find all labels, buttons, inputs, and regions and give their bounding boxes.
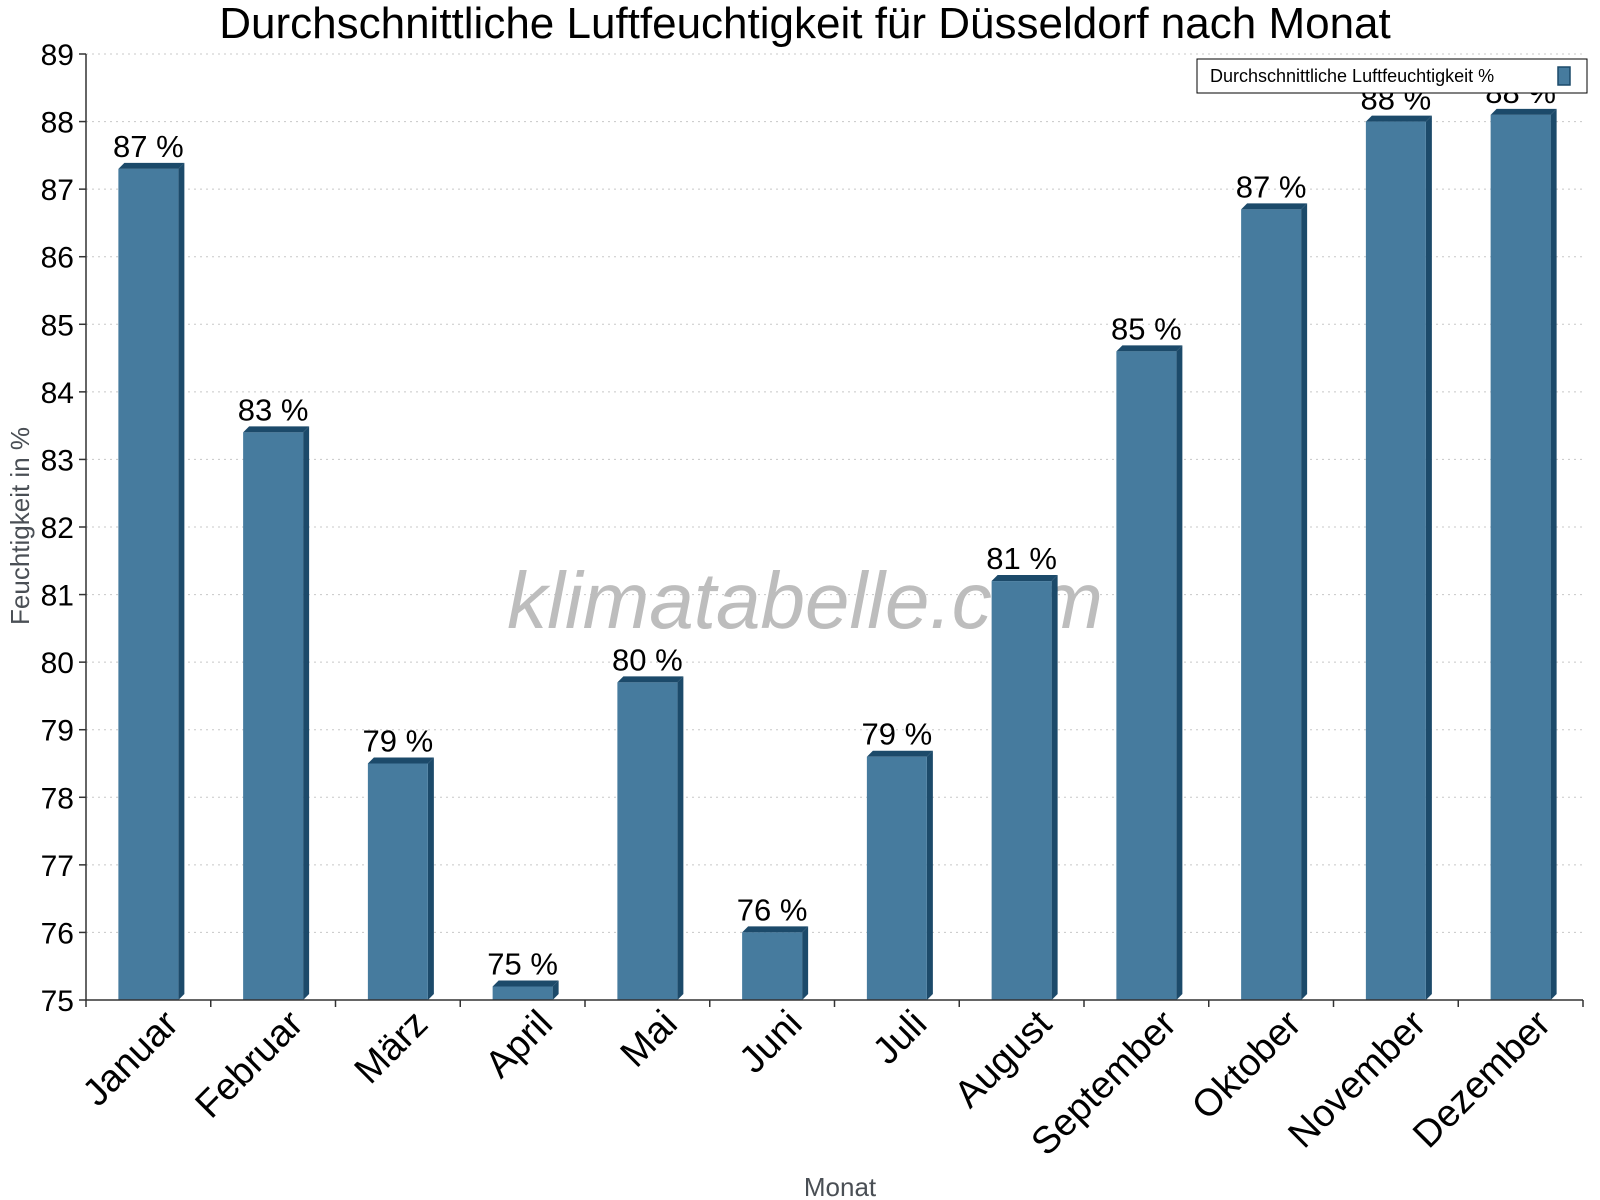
bar — [492, 980, 559, 1000]
y-tick-label: 85 — [41, 309, 74, 342]
bar-side-face — [178, 162, 185, 1000]
x-tick-label: Januar — [75, 1002, 187, 1114]
bar-top-face — [991, 575, 1058, 582]
bar-side-face — [552, 980, 559, 1000]
x-tick-label: Juli — [865, 1003, 935, 1073]
legend-entry-label: Durchschnittliche Luftfeuchtigkeit % — [1210, 66, 1494, 86]
bar-front-face — [991, 581, 1052, 1000]
bar-side-face — [1550, 108, 1557, 1001]
bar — [742, 926, 809, 1000]
bar — [1490, 108, 1557, 1001]
data-label: 87 % — [113, 129, 184, 164]
bar-front-face — [866, 756, 927, 1000]
y-tick-label: 80 — [41, 647, 74, 680]
y-axis-title: Feuchtigkeit in % — [5, 427, 35, 625]
bar-front-face — [1365, 121, 1426, 1001]
bar-top-face — [1241, 203, 1308, 210]
data-labels: 87 % 83 % 79 % 75 % 80 % 76 % 79 % 81 % 85 % 87 %… — [113, 75, 1556, 982]
bar — [1116, 345, 1183, 1000]
y-tick-label: 89 — [41, 39, 74, 72]
bar-side-face — [1176, 345, 1183, 1000]
bar-top-face — [367, 757, 434, 764]
data-label: 85 % — [1111, 311, 1182, 346]
bar-side-face — [926, 750, 933, 1000]
bar-top-face — [866, 750, 933, 757]
y-tick-label: 78 — [41, 782, 74, 815]
y-tick-label: 86 — [41, 242, 74, 275]
y-tick-label: 83 — [41, 444, 74, 477]
data-label: 79 % — [862, 717, 933, 752]
bar-top-face — [243, 426, 310, 433]
bar-front-face — [243, 432, 304, 1000]
bar — [1241, 203, 1308, 1000]
bar — [118, 162, 185, 1000]
bar-front-face — [1241, 209, 1302, 1000]
bar-side-face — [1301, 203, 1308, 1000]
bar-front-face — [492, 986, 553, 1000]
y-tick-label: 81 — [41, 580, 74, 613]
bar — [617, 676, 684, 1000]
data-label: 81 % — [986, 541, 1057, 576]
y-tick-label: 76 — [41, 917, 74, 950]
data-label: 79 % — [363, 724, 434, 759]
bar-front-face — [367, 763, 428, 1000]
y-tick-label: 77 — [41, 850, 74, 883]
bar-top-face — [1365, 115, 1432, 122]
data-label: 80 % — [612, 642, 683, 677]
bar — [991, 575, 1058, 1000]
bar-top-face — [492, 980, 559, 987]
data-label: 83 % — [238, 392, 309, 427]
x-tick-label: Februar — [188, 1002, 312, 1126]
data-label: 75 % — [487, 946, 558, 981]
bar-top-face — [1116, 345, 1183, 352]
y-tick-label: 79 — [41, 715, 74, 748]
bar-side-face — [303, 426, 310, 1000]
y-tick-label: 84 — [41, 377, 74, 410]
x-axis-title: Monat — [804, 1172, 877, 1200]
bar-side-face — [1051, 575, 1058, 1000]
legend: Durchschnittliche Luftfeuchtigkeit % — [1196, 58, 1588, 94]
bar-side-face — [1425, 115, 1432, 1001]
y-tick-label: 82 — [41, 512, 74, 545]
x-tick-label: August — [947, 1002, 1061, 1116]
bars — [118, 108, 1557, 1001]
legend-box — [1196, 58, 1588, 94]
bar-top-face — [1490, 108, 1557, 115]
x-tick-label: Oktober — [1184, 1002, 1310, 1128]
bar-top-face — [617, 676, 684, 683]
bar — [866, 750, 933, 1000]
bar-side-face — [802, 926, 809, 1000]
bar — [1365, 115, 1432, 1001]
data-label: 87 % — [1236, 169, 1307, 204]
chart-title: Durchschnittliche Luftfeuchtigkeit für D… — [219, 0, 1390, 48]
x-tick-label: Juni — [731, 1003, 810, 1082]
y-tick-label: 87 — [41, 174, 74, 207]
x-axis-ticks: Januar Februar März April Mai Juni Juli AugustS… — [75, 1000, 1584, 1164]
y-tick-label: 75 — [41, 985, 74, 1018]
bar — [243, 426, 310, 1000]
bar-front-face — [742, 932, 803, 1000]
bar-front-face — [1490, 114, 1551, 1001]
bar-front-face — [617, 682, 678, 1000]
data-label: 76 % — [737, 892, 808, 927]
bar-top-face — [742, 926, 809, 933]
x-tick-label: Mai — [613, 1003, 686, 1076]
gridlines — [86, 53, 1583, 933]
x-tick-label: April — [478, 1003, 561, 1086]
bar-top-face — [118, 162, 185, 169]
bar-side-face — [677, 676, 684, 1000]
bar-front-face — [118, 168, 179, 1000]
y-axis-ticks: 75 76 77 78 79 80 81 82 83 84 85 86 87 88 89 — [41, 39, 86, 1018]
y-tick-label: 88 — [41, 107, 74, 140]
bar-side-face — [427, 757, 434, 1000]
bar-front-face — [1116, 351, 1177, 1000]
x-tick-label: März — [347, 1003, 436, 1092]
x-tick-label: Dezember — [1405, 1002, 1559, 1156]
bar — [367, 757, 434, 1000]
legend-swatch — [1557, 66, 1571, 86]
